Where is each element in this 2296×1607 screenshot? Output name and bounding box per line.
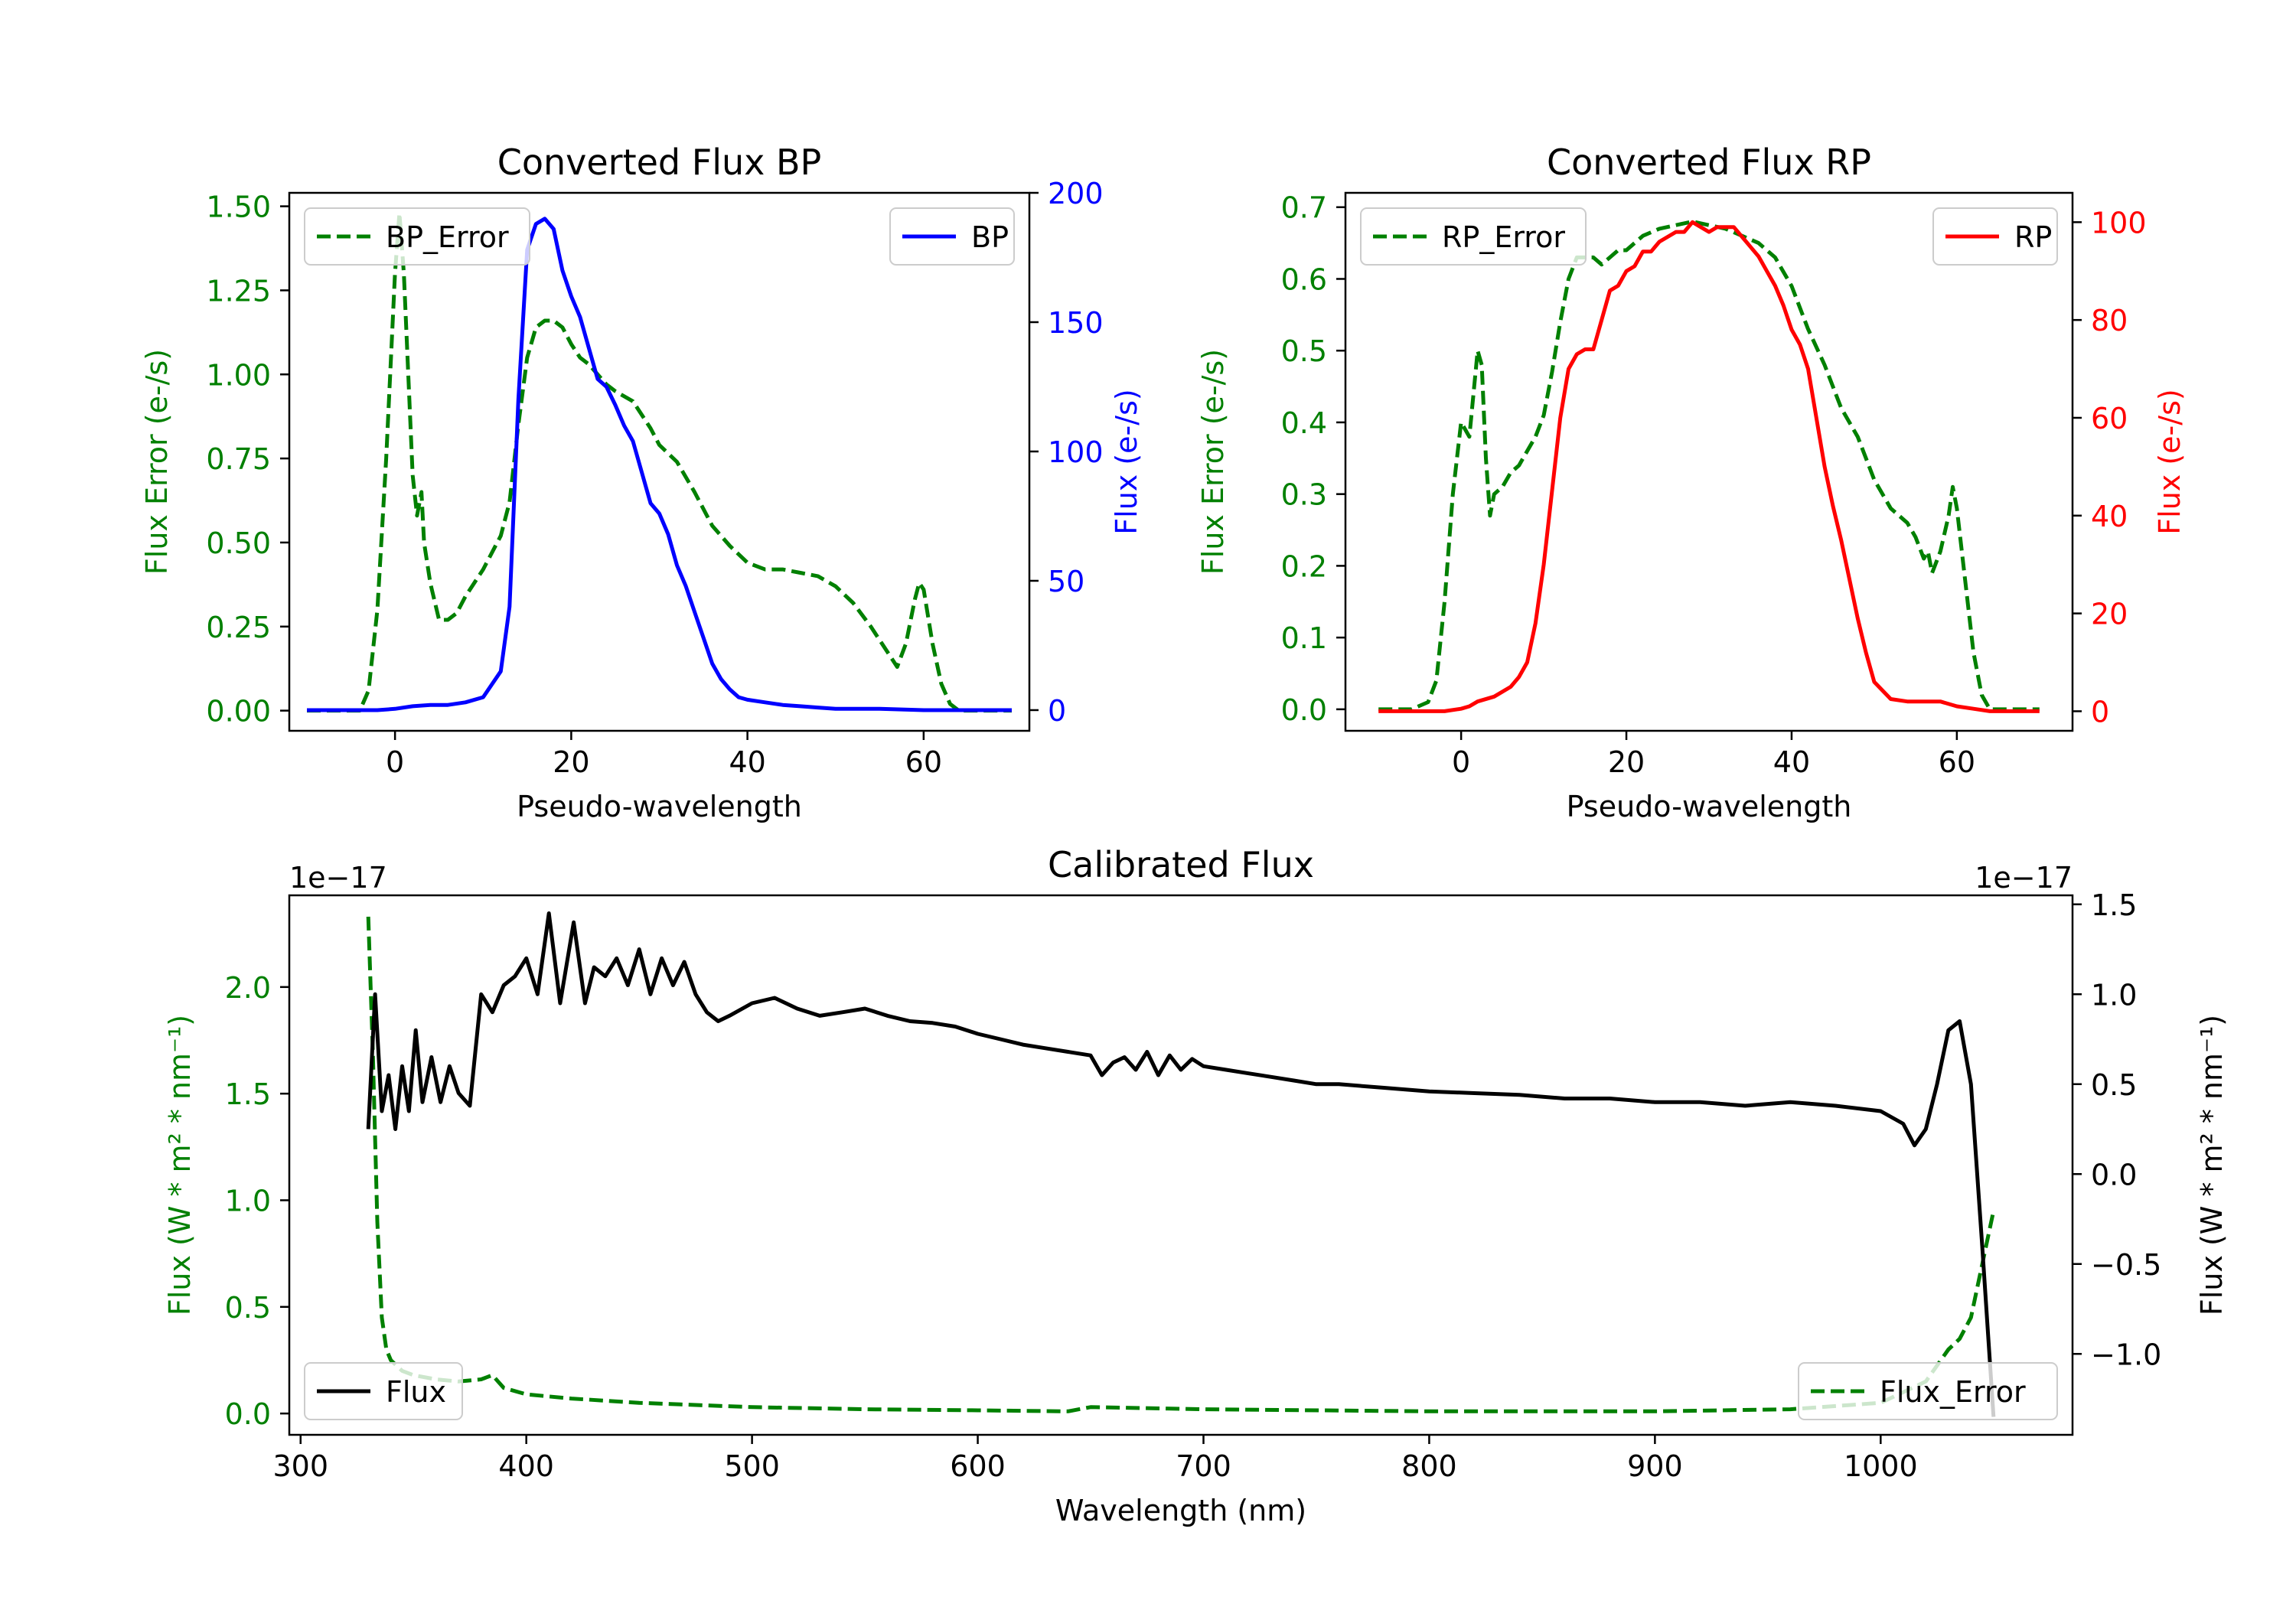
- bp-panel: 0 20 40 60 0.00 0.25 0.50 0.75 1.00 1.25 1.50 0 50 10…: [140, 142, 1143, 823]
- calibrated-x-tick-label: 400: [498, 1449, 554, 1483]
- calibrated-legend_left-label: Flux: [386, 1375, 446, 1409]
- bp-y-left-tick-label: 0.00: [206, 695, 271, 729]
- rp-y-right-tick-label: 80: [2091, 304, 2128, 337]
- bp-y-left-tick-label: 0.75: [206, 442, 271, 476]
- calibrated-y-left-tick-label: 0.0: [225, 1397, 271, 1431]
- bp-y-left-tick-label: 1.50: [206, 191, 271, 224]
- rp-panel: 0 20 40 60 0.0 0.1 0.2 0.3 0.4 0.5 0.6 0.7 0 20 40 60 80…: [1196, 142, 2187, 823]
- rp-x-tick-label: 40: [1773, 745, 1810, 779]
- rp-chart-title: Converted Flux RP: [1547, 142, 1871, 183]
- rp-y-right-tick-label: 20: [2091, 598, 2128, 631]
- bp-y-right-tick-label: 100: [1048, 435, 1104, 469]
- rp-y-left-tick-label: 0.5: [1281, 334, 1327, 368]
- bp-series-bp-error: [307, 210, 1012, 713]
- bp-y-left-axis-label: Flux Error (e-/s): [140, 349, 174, 575]
- calibrated-x-tick-label: 800: [1401, 1449, 1457, 1483]
- bp-y-right-tick-label: 200: [1048, 177, 1104, 210]
- bp-x-tick-label: 0: [386, 745, 404, 779]
- rp-x-tick-label: 0: [1452, 745, 1470, 779]
- calibrated-y-right-tick-label: −1.0: [2091, 1338, 2161, 1371]
- bp-legend_right: BP: [889, 207, 1015, 266]
- rp-x-tick-label: 20: [1608, 745, 1645, 779]
- rp-legend_left: RP_Error: [1360, 207, 1587, 266]
- rp-y-right-axis-label: Flux (e-/s): [2153, 389, 2187, 534]
- bp-y-left-tick-label: 0.25: [206, 611, 271, 644]
- rp-legend_right: RP: [1932, 207, 2058, 266]
- calibrated-y-right-tick-label: 1.0: [2091, 978, 2137, 1012]
- bp-x-tick-label: 40: [729, 745, 765, 779]
- calibrated-series-flux: [366, 911, 1996, 1417]
- rp-legend_left-label: RP_Error: [1442, 220, 1565, 254]
- bp-x-axis-label: Pseudo-wavelength: [517, 790, 802, 823]
- bp-legend_left-box: [304, 207, 530, 266]
- calibrated-offset-right-label: 1e−17: [1975, 861, 2073, 895]
- bp-axes-frame: [288, 191, 1031, 732]
- bp-y-left-tick-label: 0.50: [206, 526, 271, 560]
- rp-series-rp-error: [1378, 220, 2040, 712]
- bp-chart-title: Converted Flux BP: [497, 142, 822, 183]
- rp-y-left-tick-label: 0.7: [1281, 191, 1327, 225]
- bp-y-right-tick-label: 0: [1048, 694, 1066, 728]
- calibrated-y-left-tick-label: 1.5: [225, 1077, 271, 1111]
- rp-y-right-tick-label: 100: [2091, 206, 2147, 240]
- bp-x-tick-label: 60: [905, 745, 942, 779]
- bp-x-tick-label: 20: [553, 745, 589, 779]
- bp-legend_right-label: BP: [971, 220, 1009, 254]
- calibrated-legend_right-label: Flux_Error: [1880, 1375, 2026, 1409]
- bp-y-right-tick-label: 150: [1048, 306, 1104, 340]
- rp-y-right-tick-label: 0: [2091, 695, 2109, 729]
- calibrated-legend_left: Flux: [304, 1362, 463, 1420]
- calibrated-x-tick-label: 700: [1176, 1449, 1231, 1483]
- rp-y-right-tick-label: 60: [2091, 402, 2128, 435]
- calibrated-x-axis-label: Wavelength (nm): [1055, 1494, 1306, 1527]
- rp-y-left-tick-label: 0.6: [1281, 262, 1327, 296]
- calibrated-y-right-axis-label: Flux (W * m² * nm⁻¹): [2195, 1015, 2229, 1315]
- bp-y-right-tick-label: 50: [1048, 565, 1084, 598]
- bp-y-left-tick-label: 1.25: [206, 274, 271, 308]
- calibrated-y-right-tick-label: 0.5: [2091, 1068, 2137, 1102]
- calibrated-y-left-tick-label: 1.0: [225, 1184, 271, 1217]
- calibrated-y-right-tick-label: 1.5: [2091, 888, 2137, 922]
- bp-series-bp: [307, 217, 1012, 712]
- calibrated-x-tick-label: 900: [1627, 1449, 1683, 1483]
- rp-y-left-tick-label: 0.2: [1281, 549, 1327, 583]
- rp-x-tick-label: 60: [1939, 745, 1975, 779]
- rp-x-axis-label: Pseudo-wavelength: [1567, 790, 1852, 823]
- rp-y-left-tick-label: 0.1: [1281, 621, 1327, 655]
- calibrated-legend_left-box: [304, 1362, 463, 1420]
- calibrated-y-left-tick-label: 2.0: [225, 971, 271, 1005]
- bp-legend_left: BP_Error: [304, 207, 530, 266]
- calibrated-x-tick-label: 1000: [1844, 1449, 1918, 1483]
- bp-y-left-tick-label: 1.00: [206, 358, 271, 392]
- rp-axes-frame: [1344, 191, 2074, 732]
- calibrated-x-tick-label: 600: [950, 1449, 1006, 1483]
- calibrated-legend_right: Flux_Error: [1798, 1362, 2058, 1420]
- calibrated-panel: 300 400 500 600 700 800 900 1000 0.0 0.5 1.0 1.5 2.0…: [163, 844, 2229, 1527]
- rp-legend_right-label: RP: [2014, 220, 2052, 254]
- calibrated-y-left-tick-label: 0.5: [225, 1291, 271, 1325]
- calibrated-axes-frame: [288, 894, 2074, 1436]
- rp-y-left-tick-label: 0.3: [1281, 478, 1327, 512]
- calibrated-x-tick-label: 500: [724, 1449, 780, 1483]
- calibrated-legend_right-box: [1798, 1362, 2058, 1420]
- calibrated-x-tick-label: 300: [272, 1449, 328, 1483]
- rp-y-right-tick-label: 40: [2091, 500, 2128, 533]
- calibrated-y-left-axis-label: Flux (W * m² * nm⁻¹): [163, 1015, 197, 1315]
- bp-y-right-axis-label: Flux (e-/s): [1110, 389, 1143, 534]
- rp-series-rp: [1378, 220, 2040, 713]
- rp-y-left-tick-label: 0.4: [1281, 406, 1327, 440]
- rp-y-left-tick-label: 0.0: [1281, 693, 1327, 727]
- rp-legend_left-box: [1360, 207, 1587, 266]
- calibrated-y-right-tick-label: 0.0: [2091, 1158, 2137, 1191]
- calibrated-chart-title: Calibrated Flux: [1048, 844, 1314, 885]
- bp-legend_left-label: BP_Error: [386, 220, 509, 254]
- calibrated-y-right-tick-label: −0.5: [2091, 1248, 2161, 1282]
- calibrated-offset-left-label: 1e−17: [289, 861, 387, 895]
- rp-y-left-axis-label: Flux Error (e-/s): [1196, 349, 1230, 575]
